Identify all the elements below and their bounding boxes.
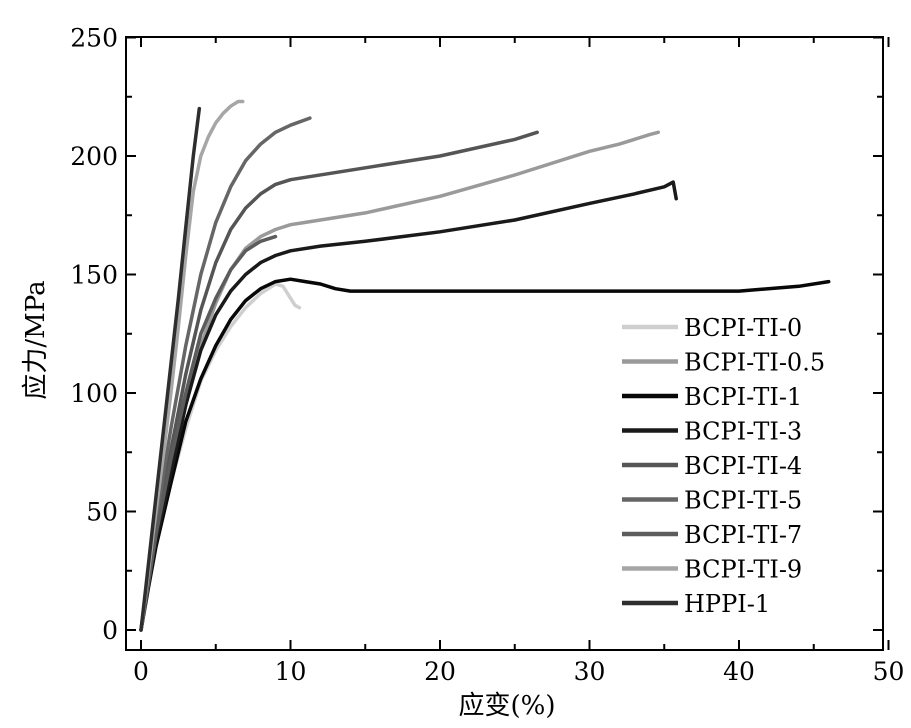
x-axis-title: 应变(%) <box>459 691 556 721</box>
x-tick-label: 50 <box>873 657 905 686</box>
x-tick-label: 20 <box>424 657 456 686</box>
y-tick-label: 100 <box>70 379 118 408</box>
x-tick-label: 30 <box>574 657 606 686</box>
y-tick-label: 250 <box>70 24 118 53</box>
y-tick-label: 150 <box>70 261 118 290</box>
x-tick-label: 0 <box>133 657 149 686</box>
legend-label: BCPI-TI-7 <box>684 521 802 549</box>
series-line-2 <box>139 277 831 632</box>
x-tick-label: 40 <box>723 657 755 686</box>
legend-label: HPPI-1 <box>684 590 770 618</box>
series-layer <box>139 99 831 632</box>
legend-label: BCPI-TI-4 <box>684 452 802 480</box>
series-line-3 <box>139 180 678 632</box>
y-tick-label: 200 <box>70 142 118 171</box>
y-tick-label: 0 <box>102 616 118 645</box>
series-line-5 <box>139 116 312 632</box>
plot-area-frame <box>125 36 884 651</box>
legend-label: BCPI-TI-0 <box>684 314 802 342</box>
x-tick-label: 10 <box>275 657 307 686</box>
legend-label: BCPI-TI-5 <box>684 487 802 515</box>
series-line-8 <box>139 106 202 632</box>
axis-ticks: 0 10 20 30 40 50 0 50 100 150 200 250 <box>70 24 904 687</box>
y-tick-label: 50 <box>86 498 118 527</box>
legend-label: BCPI-TI-9 <box>684 556 802 584</box>
series-line-7 <box>139 99 245 632</box>
legend-label: BCPI-TI-3 <box>684 418 802 446</box>
y-axis-title: 应力/MPa <box>21 280 51 399</box>
legend: BCPI-TI-0 BCPI-TI-0.5 BCPI-TI-1 BCPI-TI-3 BC… <box>622 314 825 618</box>
series-line-6 <box>139 234 278 632</box>
legend-label: BCPI-TI-0.5 <box>684 349 825 377</box>
legend-label: BCPI-TI-1 <box>684 383 802 411</box>
